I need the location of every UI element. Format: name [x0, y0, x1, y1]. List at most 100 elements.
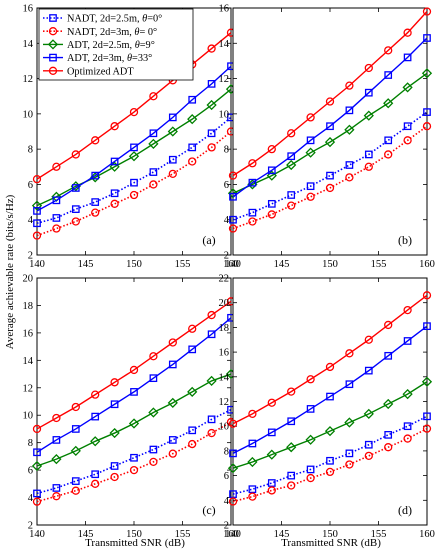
data-point	[149, 180, 158, 189]
y-tick-label: 4	[224, 215, 230, 226]
data-point	[91, 171, 100, 180]
data-point	[364, 335, 373, 344]
data-point	[168, 155, 177, 164]
y-tick-label: 10	[219, 109, 230, 120]
data-point	[384, 320, 393, 330]
data-point	[423, 34, 431, 42]
y-tick-label: 12	[219, 74, 230, 85]
y-tick-label: 4	[224, 496, 230, 507]
data-point	[33, 219, 41, 228]
data-point	[168, 436, 177, 444]
legend-marker	[48, 66, 58, 75]
data-point	[384, 443, 393, 452]
data-point	[325, 97, 335, 106]
data-point	[168, 169, 177, 178]
series-line	[232, 111, 428, 221]
data-point	[207, 143, 216, 152]
data-point	[167, 397, 178, 408]
data-point	[286, 442, 297, 453]
data-point	[71, 477, 80, 485]
data-point	[32, 174, 42, 184]
data-point	[148, 138, 159, 149]
legend-entry: Optimized ADT	[43, 66, 134, 77]
series-line	[36, 421, 232, 503]
data-point	[345, 349, 354, 358]
x-axis-label-left: Transmitted SNR (dB)	[85, 537, 185, 549]
plot-frame	[36, 277, 232, 526]
data-point	[344, 417, 355, 428]
data-point	[364, 63, 373, 73]
x-tick-label: 150	[126, 259, 142, 270]
legend-label: NADT, 2d=2.5m, θ=0°	[67, 14, 162, 25]
data-point	[31, 460, 43, 472]
data-point	[305, 147, 316, 158]
data-point	[384, 46, 393, 55]
x-tick-label: 145	[78, 529, 94, 540]
series-line	[36, 300, 232, 430]
data-point	[287, 191, 296, 199]
data-point	[287, 417, 296, 426]
data-point	[363, 408, 374, 419]
y-tick-label: 20	[219, 298, 230, 309]
plot-frame	[232, 277, 428, 526]
y-tick-label: 18	[23, 301, 34, 312]
data-point	[128, 151, 140, 162]
data-point	[229, 215, 237, 224]
legend-label: Optimized ADT	[67, 66, 134, 77]
y-tick-label: 2	[28, 521, 33, 532]
data-point	[266, 449, 277, 460]
panel-label: (a)	[202, 233, 215, 247]
data-point	[207, 129, 216, 138]
x-tick-label: 145	[78, 259, 94, 270]
data-point	[248, 208, 257, 217]
legend-entry: NADT, 2d=3m, θ= 0°	[43, 27, 157, 38]
data-point	[287, 481, 296, 490]
y-tick-label: 14	[23, 356, 34, 367]
series-4	[33, 313, 235, 457]
data-point	[109, 161, 120, 172]
data-point	[149, 352, 158, 361]
series-5	[32, 28, 236, 184]
series-4	[229, 322, 431, 458]
data-point	[110, 472, 119, 482]
series-2	[32, 417, 236, 506]
legend-entry: NADT, 2d=2.5m, θ=0°	[43, 14, 162, 25]
data-point	[248, 485, 257, 494]
data-point	[267, 144, 276, 154]
data-point	[207, 330, 216, 339]
legend-marker	[49, 14, 57, 22]
data-point	[267, 486, 276, 495]
series-3	[31, 368, 237, 472]
data-point	[326, 392, 334, 401]
data-point	[324, 426, 336, 437]
data-point	[51, 454, 62, 465]
series-line	[36, 317, 232, 453]
data-point	[306, 375, 315, 384]
data-point	[188, 345, 197, 354]
data-point	[227, 188, 239, 199]
panel-label: (b)	[398, 233, 412, 247]
x-tick-label: 150	[322, 259, 338, 270]
legend-entry: ADT, 2d=3m, θ=33°	[43, 53, 152, 64]
data-point	[364, 150, 373, 159]
y-tick-label: 8	[224, 145, 229, 156]
data-point	[91, 208, 100, 217]
data-point	[345, 81, 354, 90]
data-point	[149, 168, 158, 176]
series-line	[232, 125, 428, 230]
data-point	[149, 374, 158, 383]
data-point	[305, 434, 316, 445]
data-point	[188, 95, 197, 104]
data-point	[266, 170, 277, 181]
data-point	[70, 445, 81, 457]
data-point	[306, 192, 315, 201]
x-tick-label: 145	[274, 259, 290, 270]
y-tick-label: 8	[224, 446, 229, 457]
series-line	[232, 37, 428, 198]
data-point	[129, 107, 139, 117]
data-point	[71, 425, 80, 433]
data-point	[422, 7, 432, 16]
data-point	[364, 366, 373, 375]
